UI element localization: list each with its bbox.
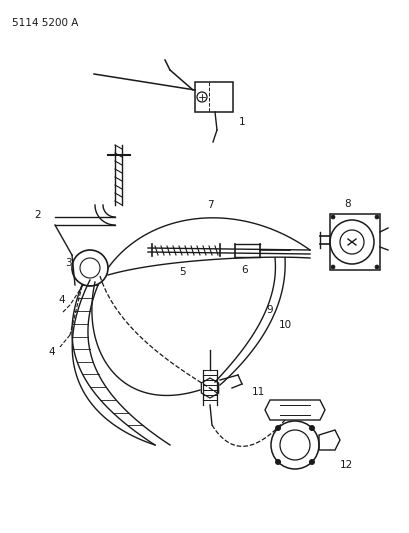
Text: 4: 4 bbox=[58, 295, 65, 305]
Circle shape bbox=[308, 459, 314, 465]
Circle shape bbox=[330, 265, 334, 269]
Text: 8: 8 bbox=[344, 199, 351, 209]
Text: 5: 5 bbox=[179, 267, 186, 277]
Text: 5114 5200 A: 5114 5200 A bbox=[12, 18, 78, 28]
Circle shape bbox=[374, 215, 378, 219]
Text: 11: 11 bbox=[252, 387, 265, 397]
Text: 12: 12 bbox=[339, 460, 353, 470]
Circle shape bbox=[308, 425, 314, 431]
Text: 10: 10 bbox=[278, 320, 291, 330]
Circle shape bbox=[374, 265, 378, 269]
Circle shape bbox=[274, 425, 280, 431]
Text: 4: 4 bbox=[49, 347, 55, 357]
Text: 9: 9 bbox=[266, 305, 273, 315]
Circle shape bbox=[274, 459, 280, 465]
Text: 1: 1 bbox=[238, 117, 245, 127]
Text: 7: 7 bbox=[206, 200, 213, 210]
Text: 2: 2 bbox=[35, 210, 41, 220]
Text: 3: 3 bbox=[65, 258, 71, 268]
Text: 6: 6 bbox=[241, 265, 248, 275]
Circle shape bbox=[330, 215, 334, 219]
